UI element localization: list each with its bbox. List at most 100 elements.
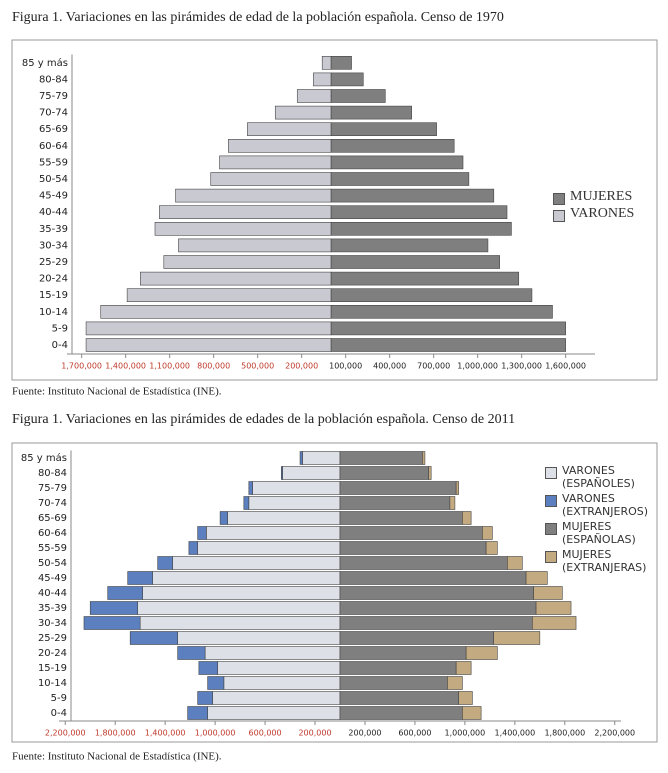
bar [525, 571, 548, 585]
category-label: 55-59 [39, 157, 68, 168]
bar [532, 616, 577, 630]
bar [462, 511, 472, 525]
bar [282, 466, 341, 480]
bar [339, 541, 487, 555]
bar [330, 89, 386, 103]
bar [339, 496, 451, 510]
bar [188, 541, 198, 555]
bar [447, 676, 463, 690]
bar [339, 466, 429, 480]
bar [330, 105, 412, 120]
bar [330, 288, 533, 303]
legend-label: VARONES (ESPAÑOLES) [562, 464, 635, 490]
bar [83, 616, 141, 630]
bar [485, 541, 498, 555]
legend-item: VARONES [553, 207, 634, 222]
category-label: 75-79 [39, 91, 68, 102]
bar [330, 72, 364, 87]
x-tick-label: 200,000 [285, 362, 318, 371]
legend-item: VARONES (EXTRANJEROS) [545, 492, 657, 518]
bar [247, 122, 332, 136]
chart-frame [11, 442, 658, 743]
bar [207, 706, 341, 720]
bar [217, 661, 341, 675]
category-label: 0-4 [52, 340, 68, 351]
x-tick-label: 800,000 [197, 362, 230, 371]
bar [339, 661, 457, 675]
bar [339, 586, 534, 600]
bar [330, 172, 470, 186]
bar [455, 481, 459, 495]
category-label: 80-84 [38, 468, 67, 479]
bar [339, 556, 508, 570]
bar [177, 631, 341, 645]
source-note: Fuente: Instituto Nacional de Estadístic… [12, 386, 222, 398]
bar [187, 706, 208, 720]
legend-item: VARONES (ESPAÑOLES) [545, 464, 657, 490]
category-label: 35-39 [38, 603, 67, 614]
legend: VARONES (ESPAÑOLES) VARONES (EXTRANJEROS)… [545, 464, 657, 576]
category-label: 45-49 [39, 191, 68, 202]
category-label: 45-49 [38, 573, 67, 584]
bar [428, 466, 432, 480]
category-label: 50-54 [39, 174, 68, 185]
bar [422, 451, 426, 465]
bar [207, 676, 225, 690]
x-tick-label: 100,000 [329, 362, 362, 371]
category-label: 60-64 [38, 528, 67, 539]
x-tick-label: 1,400,000 [494, 729, 535, 738]
bar [330, 222, 512, 236]
x-tick-label: 2,200,000 [594, 729, 635, 738]
category-label: 85 y más [22, 57, 68, 69]
bar [172, 556, 341, 570]
category-label: 70-74 [38, 498, 67, 509]
legend-swatch [545, 551, 557, 563]
bar [330, 271, 520, 286]
category-label: 5-9 [51, 693, 67, 704]
bar [252, 481, 341, 495]
bar [339, 451, 423, 465]
legend-swatch [553, 210, 565, 222]
bar [219, 511, 228, 525]
bar [274, 105, 332, 120]
bar [455, 661, 472, 675]
bar [330, 55, 352, 70]
x-tick-label: 2,200,000 [45, 729, 86, 738]
bar [129, 631, 178, 645]
x-tick-label: 400,000 [373, 362, 406, 371]
bar [462, 706, 482, 720]
bar [330, 122, 437, 136]
legend-label: VARONES [570, 206, 635, 221]
chart-title: Figura 1. Variaciones en las pirámides d… [12, 412, 515, 427]
bar [281, 466, 283, 480]
x-tick-label: 1,000,000 [195, 729, 236, 738]
legend-swatch [545, 495, 557, 507]
bar [330, 338, 566, 352]
bar [140, 271, 332, 286]
bar [535, 601, 572, 615]
bar [321, 55, 332, 70]
x-tick-label: 500,000 [241, 362, 274, 371]
bar [204, 646, 341, 660]
category-label: 85 y más [21, 452, 67, 464]
category-label: 50-54 [38, 558, 67, 569]
x-tick-label: 1,400,000 [105, 362, 146, 371]
x-tick-label: 700,000 [417, 362, 450, 371]
category-label: 65-69 [39, 124, 68, 135]
bar [100, 304, 332, 319]
bar [449, 496, 456, 510]
category-label: 15-19 [38, 663, 67, 674]
legend-label: VARONES (EXTRANJEROS) [562, 492, 649, 518]
legend-swatch [545, 467, 557, 479]
bar [177, 646, 206, 660]
bar [339, 511, 463, 525]
category-label: 40-44 [39, 207, 68, 218]
category-label: 75-79 [38, 483, 67, 494]
bar [299, 451, 303, 465]
bar [137, 601, 341, 615]
x-tick-label: 1,100,000 [149, 362, 190, 371]
x-tick-label: 600,000 [398, 729, 431, 738]
bar [339, 631, 494, 645]
bar [339, 676, 448, 690]
